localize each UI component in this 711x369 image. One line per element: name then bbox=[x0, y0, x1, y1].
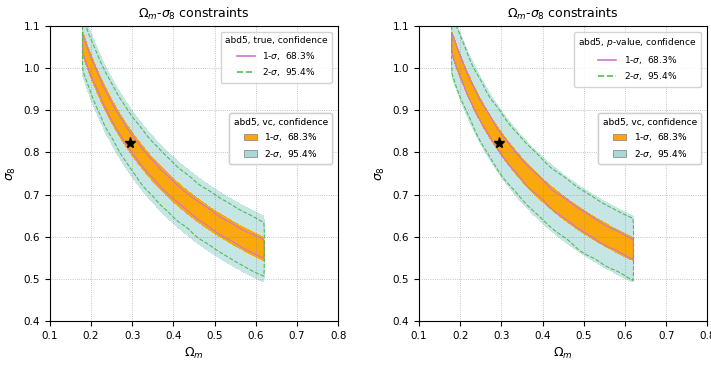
X-axis label: $\Omega_m$: $\Omega_m$ bbox=[184, 346, 204, 361]
X-axis label: $\Omega_m$: $\Omega_m$ bbox=[553, 346, 573, 361]
Legend: 1-$\sigma$,  68.3%, 2-$\sigma$,  95.4%: 1-$\sigma$, 68.3%, 2-$\sigma$, 95.4% bbox=[598, 113, 702, 164]
Y-axis label: $\sigma_8$: $\sigma_8$ bbox=[374, 166, 387, 181]
Title: $\Omega_m$-$\sigma_8$ constraints: $\Omega_m$-$\sigma_8$ constraints bbox=[138, 6, 250, 22]
Legend: 1-$\sigma$,  68.3%, 2-$\sigma$,  95.4%: 1-$\sigma$, 68.3%, 2-$\sigma$, 95.4% bbox=[229, 113, 332, 164]
Y-axis label: $\sigma_8$: $\sigma_8$ bbox=[5, 166, 18, 181]
Title: $\Omega_m$-$\sigma_8$ constraints: $\Omega_m$-$\sigma_8$ constraints bbox=[508, 6, 619, 22]
